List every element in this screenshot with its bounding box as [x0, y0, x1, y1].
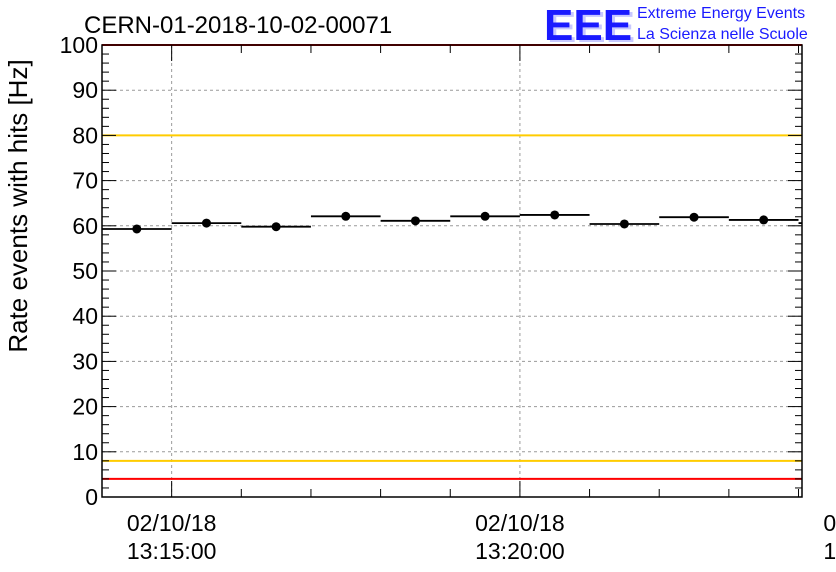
data-point: [480, 211, 490, 221]
data-point: [689, 212, 699, 222]
data-point: [341, 211, 351, 221]
data-point: [132, 224, 142, 234]
y-tick-label: 40: [72, 303, 98, 329]
y-tick-label: 0: [85, 484, 98, 510]
data-point: [619, 219, 629, 229]
logo-mark: EEE: [544, 1, 632, 50]
data-point: [759, 215, 769, 225]
x-tick-label-time: 13:20:00: [475, 538, 565, 564]
x-tick-label-time: 13:15:00: [127, 538, 217, 564]
data-point: [550, 210, 560, 220]
logo-line-2: La Scienza nelle Scuole: [637, 26, 808, 43]
y-tick-label: 50: [72, 258, 98, 284]
y-axis-label: Rate events with hits [Hz]: [3, 59, 33, 352]
grid: [102, 45, 802, 497]
data-point: [271, 222, 281, 232]
reference-lines: [102, 44, 802, 480]
data-point: [410, 216, 420, 226]
y-tick-label: 90: [72, 77, 98, 103]
axis-ticks: [101, 44, 802, 498]
x-tick-label-time: 13:25:00: [823, 538, 836, 564]
data-series: [102, 210, 802, 234]
logo-line-1: Extreme Energy Events: [637, 5, 805, 22]
chart-title: CERN-01-2018-10-02-00071: [84, 12, 392, 39]
y-tick-label: 80: [72, 122, 98, 148]
tick-labels: 010203040506070809010002/10/1813:15:0002…: [60, 32, 836, 564]
y-tick-label: 30: [72, 348, 98, 374]
x-tick-label-date: 02/10/18: [475, 510, 565, 536]
x-tick-label-date: 02/10/18: [823, 510, 836, 536]
eee-logo: EEE EEE Extreme Energy Events La Scienza…: [544, 1, 808, 52]
x-tick-label-date: 02/10/18: [127, 510, 217, 536]
y-tick-label: 60: [72, 213, 98, 239]
y-tick-label: 20: [72, 394, 98, 420]
y-tick-label: 100: [60, 32, 98, 58]
logo-mark-shadow: EEE: [547, 3, 635, 52]
y-tick-label: 70: [72, 168, 98, 194]
data-point: [201, 218, 211, 228]
y-tick-label: 10: [72, 439, 98, 465]
